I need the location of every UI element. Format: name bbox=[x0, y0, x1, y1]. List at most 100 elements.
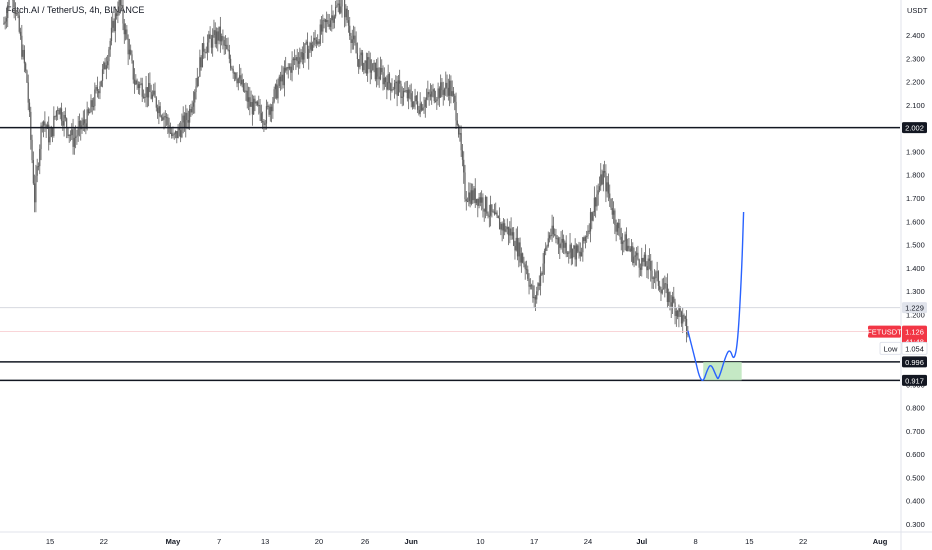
candle-body bbox=[443, 88, 446, 95]
candle-body bbox=[625, 234, 627, 251]
level-price-tag bbox=[902, 302, 927, 314]
candle-body bbox=[314, 37, 316, 41]
candle-body bbox=[588, 230, 590, 232]
candle-body bbox=[529, 285, 531, 287]
candle-body bbox=[168, 124, 170, 133]
candle-body bbox=[14, 7, 17, 15]
y-tick-label: 1.500 bbox=[906, 241, 925, 250]
y-tick-label: 1.600 bbox=[906, 217, 925, 226]
candle-body bbox=[185, 112, 187, 128]
candle-body bbox=[146, 87, 148, 98]
candle-body bbox=[352, 35, 355, 40]
candle-body bbox=[548, 235, 551, 239]
candle-body bbox=[203, 43, 205, 52]
candle-body bbox=[54, 116, 56, 118]
candle-body bbox=[600, 174, 602, 187]
candle-body bbox=[402, 90, 405, 97]
candle-body bbox=[35, 175, 37, 203]
candle-body bbox=[460, 133, 462, 151]
candle-body bbox=[114, 13, 116, 32]
level-price-label: 0.917 bbox=[905, 376, 924, 385]
candle-body bbox=[537, 283, 539, 292]
y-tick-label: 0.500 bbox=[906, 473, 925, 482]
candle-body bbox=[482, 197, 484, 210]
candle-body bbox=[139, 84, 141, 89]
candle-body bbox=[539, 273, 542, 286]
candle-body bbox=[355, 42, 357, 54]
candle-body bbox=[304, 43, 306, 54]
candle-body bbox=[295, 57, 297, 61]
candle-body bbox=[491, 204, 493, 212]
candle-body bbox=[487, 213, 489, 217]
candle-body bbox=[51, 127, 54, 136]
candle-body bbox=[13, 0, 15, 8]
candle-body bbox=[449, 80, 451, 96]
candle-body bbox=[215, 31, 218, 44]
candle-body bbox=[679, 307, 681, 312]
candle-body bbox=[27, 82, 29, 103]
candle-body bbox=[26, 70, 28, 83]
candle-body bbox=[299, 57, 301, 64]
candle-body bbox=[281, 74, 283, 82]
candle-body bbox=[477, 198, 479, 206]
candle-body bbox=[127, 38, 129, 55]
candle-body bbox=[167, 117, 169, 125]
candle-body bbox=[332, 15, 334, 23]
candle-body bbox=[472, 190, 474, 201]
level-price-tag bbox=[902, 374, 927, 386]
candle-body bbox=[495, 212, 497, 215]
candle-body bbox=[450, 80, 452, 96]
candle-body bbox=[589, 212, 592, 232]
candle-body bbox=[546, 246, 548, 248]
x-tick-label: 26 bbox=[361, 537, 369, 546]
candle-body bbox=[627, 245, 629, 251]
candle-body bbox=[396, 81, 398, 96]
candle-body bbox=[39, 148, 41, 167]
candle-body bbox=[73, 137, 75, 147]
candle-body bbox=[378, 76, 380, 80]
candle-body bbox=[390, 83, 392, 91]
candle-body bbox=[456, 120, 458, 126]
candle-body bbox=[3, 23, 5, 25]
candle-body bbox=[411, 101, 414, 107]
candle-body bbox=[404, 90, 406, 92]
x-tick-label: 15 bbox=[745, 537, 753, 546]
candle-body bbox=[516, 237, 519, 257]
candle-body bbox=[652, 277, 654, 279]
candle-body bbox=[31, 139, 33, 161]
candle-body bbox=[637, 252, 639, 260]
candle-body bbox=[109, 40, 111, 50]
candle-body bbox=[105, 65, 107, 70]
candle-body bbox=[310, 42, 312, 51]
candle-body bbox=[496, 212, 498, 217]
candle-body bbox=[418, 109, 420, 114]
candle-body bbox=[437, 88, 439, 100]
candle-body bbox=[488, 215, 490, 217]
candle-body bbox=[445, 82, 447, 89]
candle-body bbox=[545, 247, 547, 251]
x-tick-label: 13 bbox=[261, 537, 269, 546]
candle-body bbox=[377, 67, 379, 77]
candle-body bbox=[520, 253, 522, 263]
candle-body bbox=[408, 89, 410, 99]
candle-body bbox=[438, 88, 440, 98]
candle-body bbox=[137, 84, 139, 89]
candle-body bbox=[164, 116, 166, 118]
candle-body bbox=[451, 91, 453, 96]
candle-body bbox=[90, 100, 92, 113]
candle-body bbox=[623, 241, 625, 243]
candle-body bbox=[55, 110, 58, 117]
low-value: 1.054 bbox=[905, 344, 924, 353]
x-tick-label: 17 bbox=[530, 537, 538, 546]
candle-body bbox=[126, 29, 128, 39]
candle-body bbox=[648, 258, 651, 261]
candle-body bbox=[85, 123, 87, 129]
candle-body bbox=[533, 296, 535, 299]
candle-body bbox=[511, 232, 513, 236]
candle-body bbox=[410, 93, 412, 102]
candle-body bbox=[133, 79, 136, 85]
candle-body bbox=[251, 101, 253, 115]
candle-body bbox=[181, 122, 183, 138]
